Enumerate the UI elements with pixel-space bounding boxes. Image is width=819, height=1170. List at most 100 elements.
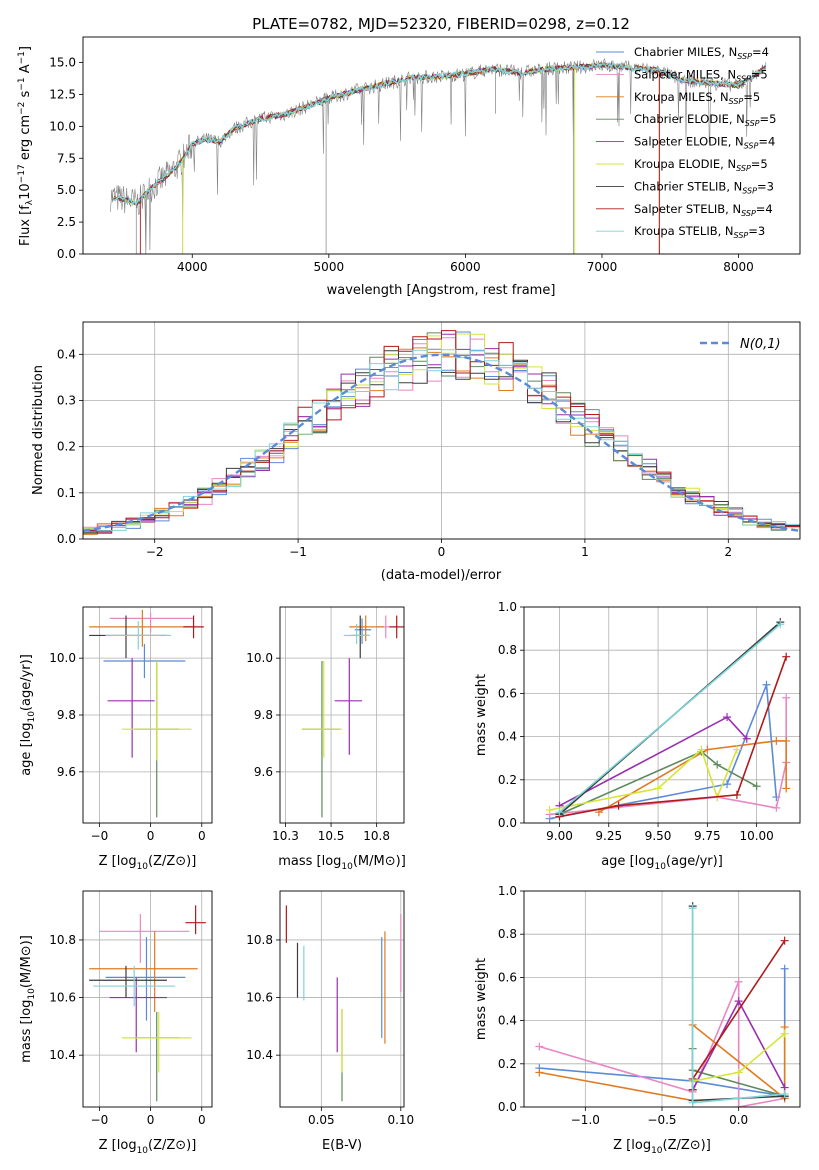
plot-area-mass_vs_Z — [89, 905, 206, 1102]
x-tick-label: 10.8 — [363, 829, 390, 843]
x-tick-label: 0 — [438, 545, 446, 559]
weight-marker — [723, 713, 732, 722]
weight-marker — [780, 936, 789, 945]
weight-marker — [688, 904, 697, 913]
weight-marker — [780, 1090, 789, 1099]
label-part: Z [log — [613, 1138, 651, 1153]
x-tick-label: 0.0 — [729, 1113, 748, 1127]
legend-text: =5 — [743, 90, 760, 104]
legend-sub: SSP — [729, 97, 744, 106]
y-tick-label: 0.8 — [498, 643, 517, 657]
axes-spectrum: 4000 5000 6000 7000 8000 0.0 2.5 5.0 7.5 10.0 12.5… — [17, 36, 801, 298]
y-axis-label: mass weight — [474, 958, 489, 1040]
y-tick-label: 0.0 — [498, 1100, 517, 1114]
weight-marker — [752, 782, 761, 791]
ticks-age_vs_Z: −0 0 0 9.6 9.8 10.0 — [49, 651, 205, 843]
x-tick-label: 0 — [198, 1113, 206, 1127]
x-tick-label: 4000 — [177, 260, 208, 274]
normal-curve — [83, 353, 800, 533]
legend-sub: SSP — [736, 164, 751, 173]
label-sub: 10 — [27, 988, 37, 1000]
weight-marker — [782, 693, 791, 702]
ticks-mass_vs_Z: −0 0 0 10.4 10.6 10.8 — [49, 933, 205, 1127]
legend-label: Chabrier MILES, NSSP=4 — [634, 45, 769, 61]
y-axis-label: mass weight — [474, 674, 489, 756]
legend-text: =4 — [756, 202, 773, 216]
legend-text: Kroupa STELIB, N — [634, 224, 734, 238]
label-part: Z [log — [99, 1138, 137, 1153]
legend-text: Salpeter STELIB, N — [634, 202, 741, 216]
axes-frame — [523, 890, 801, 1108]
axes-frame — [279, 890, 405, 1108]
legend-sub: SSP — [741, 209, 756, 218]
label-sub: 10 — [27, 711, 37, 723]
legend-sub: SSP — [745, 119, 760, 128]
y-tick-label: 7.5 — [57, 151, 76, 165]
label-sub: 10 — [137, 862, 149, 872]
x-tick-label: −2 — [146, 545, 164, 559]
ticks-weight_vs_age: 9.00 9.25 9.50 9.75 10.00 0.0 0.2 0.4 0.6 0.8 1.0 — [498, 600, 774, 843]
legend-label: Chabrier ELODIE, NSSP=5 — [634, 112, 776, 128]
x-tick-label: 6000 — [450, 260, 481, 274]
x-tick-label: 0 — [198, 829, 206, 843]
label-part: mass [log — [19, 1000, 34, 1063]
weight-marker — [762, 680, 771, 689]
x-tick-label: 0 — [147, 829, 155, 843]
weight-marker — [614, 801, 623, 810]
y-tick-label: 0.6 — [498, 970, 517, 984]
plot-area-age_vs_mass — [301, 615, 404, 818]
x-axis-label: age [log10(age/yr)] — [601, 854, 723, 872]
y-tick-label: 0.8 — [498, 927, 517, 941]
y-tick-label: 10.0 — [246, 651, 273, 665]
y-tick-label: 10.4 — [49, 1048, 76, 1062]
y-axis-label: age [log10(age/yr)] — [19, 654, 37, 776]
weight-marker — [732, 745, 741, 754]
plot-area-spectrum — [110, 58, 767, 254]
legend-sub: SSP — [742, 186, 757, 195]
y-tick-label: 0.4 — [498, 1014, 517, 1028]
x-tick-label: −1 — [289, 545, 307, 559]
model-spectrum-line — [112, 61, 766, 206]
y-tick-label: 10.4 — [246, 1048, 273, 1062]
y-tick-label: 10.8 — [246, 933, 273, 947]
legend-sub: SSP — [736, 74, 751, 83]
legend-text: =3 — [748, 224, 765, 238]
x-axis-label: (data-model)/error — [381, 568, 502, 583]
label-part: (M/M⊙)] — [19, 935, 34, 988]
x-tick-label: 8000 — [723, 260, 754, 274]
x-axis-label: wavelength [Angstrom, rest frame] — [327, 283, 556, 298]
data-spectrum — [110, 58, 767, 252]
weight-marker — [535, 1042, 544, 1051]
plot-area-age_vs_Z — [89, 609, 204, 818]
x-tick-label: −0.5 — [647, 1113, 676, 1127]
histogram-step — [83, 330, 800, 537]
axes-mass_vs_ebv: 0.05 0.10 10.4 10.6 10.8 E(B-V) — [246, 890, 414, 1153]
legend-text: =5 — [760, 112, 777, 126]
y-label-part: λ — [25, 199, 35, 205]
label-part: age [log — [19, 723, 34, 776]
weight-line — [559, 656, 787, 818]
y-label-part: erg cm — [18, 115, 33, 164]
legend-label: Kroupa ELODIE, NSSP=5 — [634, 157, 768, 173]
axes-frame — [82, 36, 801, 255]
x-tick-label: 0.05 — [308, 1113, 335, 1127]
x-tick-label: 0.10 — [387, 1113, 414, 1127]
y-tick-label: 0.1 — [57, 486, 76, 500]
y-tick-label: 9.8 — [254, 708, 273, 722]
weight-marker — [776, 620, 785, 629]
y-tick-label: 0.2 — [498, 1057, 517, 1071]
x-tick-label: 1 — [581, 545, 589, 559]
y-tick-label: 0.4 — [57, 347, 76, 361]
x-tick-label: 5000 — [314, 260, 345, 274]
axes-mass_vs_Z: −0 0 010.410.610.8Z [log10(Z/Z⊙)]mass [log… — [19, 890, 213, 1156]
y-tick-label: 0.2 — [498, 773, 517, 787]
y-tick-label: 2.5 — [57, 215, 76, 229]
label-part: (M/M⊙)] — [353, 854, 406, 869]
label-sub: 10 — [651, 1146, 663, 1156]
axes-weight_vs_Z: −1.0 −0.5 0.0 0.0 0.2 0.4 0.6 0.8 1.0 Z [log10(Z/… — [474, 884, 801, 1156]
x-tick-label: 7000 — [587, 260, 618, 274]
x-tick-label: −0 — [91, 829, 109, 843]
label-part: (age/yr)] — [666, 854, 723, 869]
x-tick-label: −1.0 — [571, 1113, 600, 1127]
x-tick-label: −0 — [91, 1113, 109, 1127]
